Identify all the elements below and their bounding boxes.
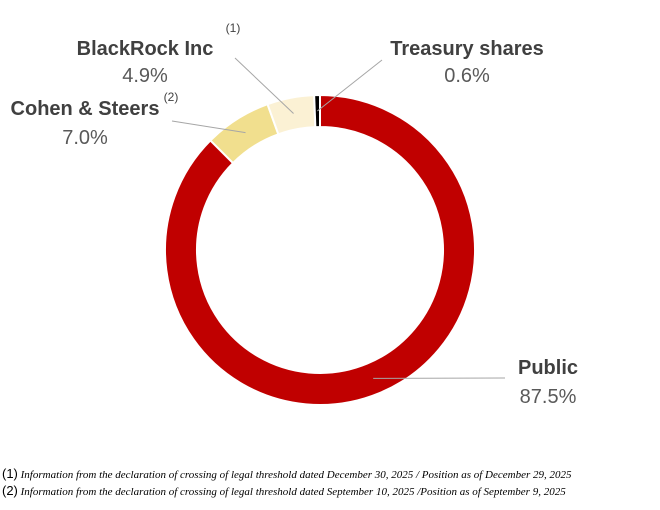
label-cohen-steers: Cohen & Steers (2) 7.0%: [11, 90, 179, 149]
leader-lines: [171, 57, 506, 379]
public-name-label: Public: [518, 357, 578, 379]
slice-treasury-shares: [313, 93, 321, 129]
footnote-2: (2) Information from the declaration of …: [2, 483, 572, 500]
slice-public: [164, 93, 476, 406]
footnote-1: (1) Information from the declaration of …: [2, 466, 572, 483]
footnote-1-text: Information from the declaration of cros…: [20, 469, 572, 481]
treasury-shares-name-label: Treasury shares: [390, 38, 543, 60]
label-public: Public 87.5%: [518, 357, 578, 408]
blackrock-footnote-ref: (1): [226, 21, 241, 35]
footnote-2-number: (2): [2, 483, 18, 498]
label-treasury-shares: Treasury shares 0.6%: [390, 38, 543, 87]
leader-line-treasury-shares: [317, 59, 383, 112]
leader-line-cohen-steers: [171, 120, 246, 134]
donut-slices: [164, 93, 476, 406]
public-value-label: 87.5%: [520, 386, 577, 408]
treasury-shares-value-label: 0.6%: [444, 65, 490, 87]
cohen-steers-value-label: 7.0%: [62, 127, 108, 149]
leader-line-blackrock-inc: [234, 57, 294, 114]
blackrock-value-label: 4.9%: [122, 65, 168, 87]
footnote-2-text: Information from the declaration of cros…: [20, 486, 566, 498]
footnotes: (1) Information from the declaration of …: [2, 466, 572, 500]
footnote-1-number: (1): [2, 466, 18, 481]
cohen-steers-footnote-ref: (2): [164, 90, 179, 104]
cohen-steers-name-label: Cohen & Steers: [11, 98, 160, 120]
blackrock-name-label: BlackRock Inc: [77, 38, 214, 60]
ownership-donut-chart: Public 87.5% Cohen & Steers (2) 7.0% Bla…: [11, 21, 578, 408]
label-blackrock: BlackRock Inc (1) 4.9%: [77, 21, 241, 87]
